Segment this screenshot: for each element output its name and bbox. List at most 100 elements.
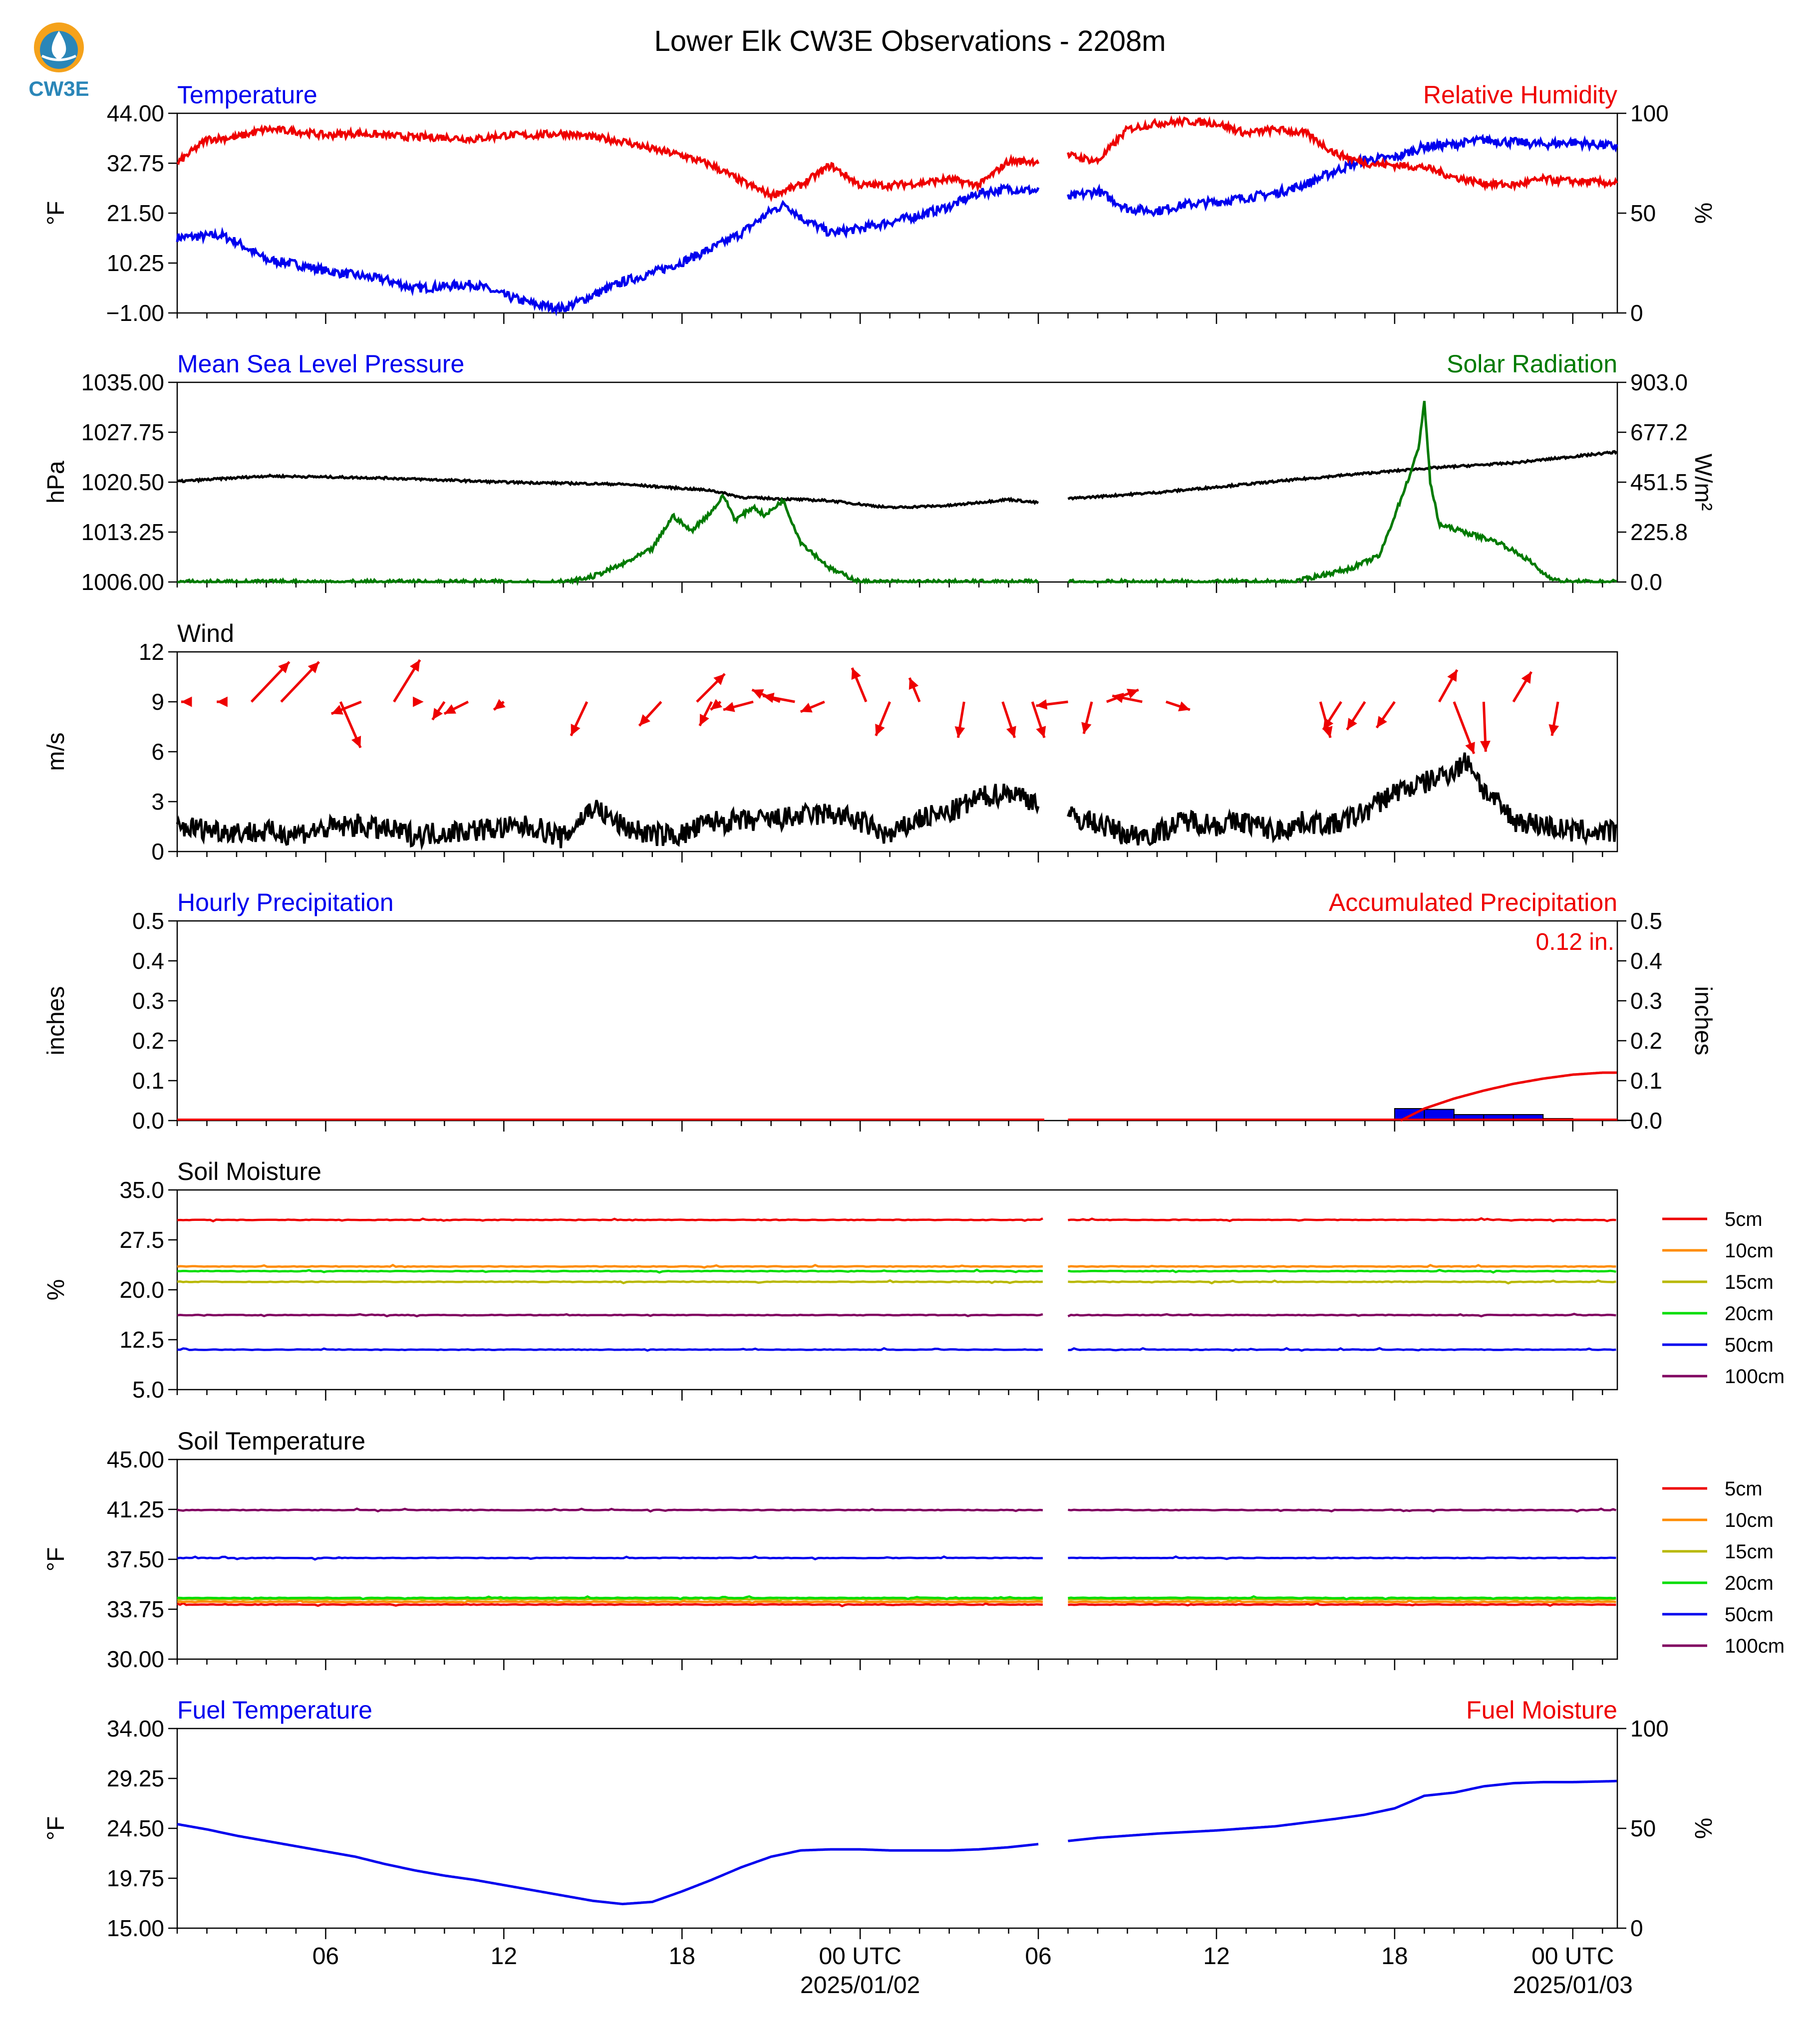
wind-arrow xyxy=(1036,699,1068,710)
y-tick-label-left: 1027.75 xyxy=(81,419,164,445)
y-axis-label-left: °F xyxy=(43,1547,69,1572)
mean-sea-level-pressure-series-1 xyxy=(1068,451,1617,499)
wind-arrow xyxy=(494,699,505,710)
soil-moisture-line-20cm xyxy=(177,1270,1043,1272)
legend-label: 10cm xyxy=(1725,1509,1774,1531)
time-tick-label: 06 xyxy=(1025,1943,1051,1970)
y-tick-label-left: 35.0 xyxy=(119,1177,164,1203)
soil-moisture-line-20cm xyxy=(1068,1270,1616,1272)
y-tick-label-right: 0.5 xyxy=(1630,908,1662,934)
wind-arrow xyxy=(1166,701,1190,711)
temperature-series-3 xyxy=(1068,118,1617,188)
y-tick-label-right: 451.5 xyxy=(1630,469,1688,495)
time-tick-label: 18 xyxy=(669,1943,695,1970)
wind-arrow xyxy=(909,678,919,702)
y-tick-label-right: 50 xyxy=(1630,200,1656,226)
soil-temperature-line-100cm xyxy=(1068,1509,1616,1512)
panel-title-left: Soil Moisture xyxy=(177,1158,321,1185)
soil-temperature-line-5cm xyxy=(1068,1603,1616,1606)
y-tick-label-left: 15.00 xyxy=(107,1915,164,1941)
panel-frame xyxy=(177,1729,1617,1928)
soil-temperature-line-20cm xyxy=(177,1596,1043,1599)
soil-moisture-line-15cm xyxy=(1068,1281,1616,1283)
wind-arrow xyxy=(711,699,722,710)
soil-moisture-line-10cm xyxy=(177,1265,1043,1268)
accumulated-annotation: 0.12 in. xyxy=(1536,929,1614,955)
wind-arrow xyxy=(1003,702,1016,738)
y-tick-label-right: 225.8 xyxy=(1630,519,1688,545)
y-tick-label-left: 44.00 xyxy=(107,100,164,126)
temperature-panel: −1.0010.2521.5032.7544.00050100Temperatu… xyxy=(43,81,1716,326)
fuel-temperature-panel: 15.00 19.75 24.50 29.25 34.00 0 50 100 Fuel Temp… xyxy=(43,1696,1716,1999)
fuel-temperature-series-0 xyxy=(177,1824,1038,1904)
wind-arrow xyxy=(394,660,420,702)
wind-arrow xyxy=(1439,670,1457,702)
wind-arrow xyxy=(955,702,965,738)
panel-title-right: Accumulated Precipitation xyxy=(1329,888,1617,916)
wind-arrow xyxy=(432,702,444,720)
wind-arrow xyxy=(697,674,725,702)
panel-title-right: Solar Radiation xyxy=(1447,350,1617,378)
y-tick-label-left: 30.00 xyxy=(107,1646,164,1672)
y-tick-label-left: 19.75 xyxy=(107,1865,164,1891)
soil-moisture-line-5cm xyxy=(177,1218,1043,1221)
legend-label: 20cm xyxy=(1725,1572,1774,1594)
time-tick-label: 12 xyxy=(1203,1943,1229,1970)
y-tick-label-right: 0.1 xyxy=(1630,1068,1662,1094)
y-axis-label-left: inches xyxy=(43,986,69,1056)
wind-arrow xyxy=(1480,702,1491,752)
y-tick-label-right: 0.0 xyxy=(1630,569,1662,595)
y-axis-label-left: % xyxy=(43,1279,69,1301)
y-axis-label-right: inches xyxy=(1690,986,1716,1056)
y-tick-label-left: 0.1 xyxy=(132,1068,164,1094)
y-tick-label-left: 0.2 xyxy=(132,1028,164,1054)
y-tick-label-left: 0 xyxy=(151,839,164,865)
legend-label: 50cm xyxy=(1725,1604,1774,1626)
panel-title-left: Wind xyxy=(177,619,234,647)
hourly-precipitation-panel: 0.00.10.20.30.40.50.00.10.20.30.40.5Hour… xyxy=(43,888,1716,1134)
y-tick-label-left: 5.0 xyxy=(132,1377,164,1403)
y-tick-label-left: 9 xyxy=(151,689,164,715)
soil-moisture-line-50cm xyxy=(177,1348,1043,1351)
panel-title-left: Fuel Temperature xyxy=(177,1696,372,1724)
y-tick-label-left: 10.25 xyxy=(107,250,164,276)
soil-temperature-line-50cm xyxy=(177,1557,1043,1560)
wind-arrow xyxy=(723,702,753,712)
soil-moisture-line-100cm xyxy=(1068,1314,1616,1316)
fuel-temperature-series-1 xyxy=(1068,1781,1617,1841)
wind-arrow xyxy=(1514,672,1531,702)
wind-series-0 xyxy=(177,784,1038,848)
soil-temperature-panel: 30.00 33.75 37.50 41.25 45.00 Soil Temperatur… xyxy=(43,1427,1785,1672)
soil-moisture-line-10cm xyxy=(1068,1265,1616,1267)
y-tick-label-left: 0.5 xyxy=(132,908,164,934)
wind-panel: 0 3 6 9 12 Wind m/s xyxy=(43,619,1617,865)
mean-sea-level-pressure-panel: 1006.00 1013.25 1020.50 1027.75 1035.00 0.0 22… xyxy=(43,350,1716,595)
wind-arrow xyxy=(1549,702,1559,736)
panel-title-left: Soil Temperature xyxy=(177,1427,365,1455)
panel-frame xyxy=(177,921,1617,1121)
soil-moisture-line-50cm xyxy=(1068,1348,1616,1351)
y-axis-label-left: m/s xyxy=(43,732,69,771)
y-axis-label-left: °F xyxy=(43,1816,69,1841)
soil-temperature-line-50cm xyxy=(1068,1557,1616,1559)
mean-sea-level-pressure-series-0 xyxy=(177,475,1038,508)
y-tick-label-right: 0 xyxy=(1630,300,1643,326)
y-tick-label-left: 1020.50 xyxy=(81,469,164,495)
y-tick-label-left: 41.25 xyxy=(107,1496,164,1522)
y-tick-label-left: 12.5 xyxy=(119,1327,164,1353)
wind-arrow xyxy=(801,702,825,712)
panel-title-left: Mean Sea Level Pressure xyxy=(177,350,464,378)
legend-label: 20cm xyxy=(1725,1303,1774,1325)
soil-moisture-line-5cm xyxy=(1068,1218,1616,1221)
y-tick-label-left: 29.25 xyxy=(107,1765,164,1791)
y-tick-label-right: 100 xyxy=(1630,1716,1669,1741)
y-tick-label-left: 34.00 xyxy=(107,1716,164,1741)
y-tick-label-left: 0.3 xyxy=(132,988,164,1014)
wind-arrow xyxy=(875,702,890,736)
soil-moisture-panel: 5.0 12.5 20.0 27.5 35.0 Soil Moisture% 5cm 10cm… xyxy=(43,1158,1785,1403)
legend-label: 5cm xyxy=(1725,1208,1763,1230)
y-tick-label-left: 1035.00 xyxy=(81,369,164,395)
date-label: 2025/01/02 xyxy=(800,1972,920,1999)
y-tick-label-right: 0.2 xyxy=(1630,1028,1662,1054)
logo-text: CW3E xyxy=(28,77,89,100)
